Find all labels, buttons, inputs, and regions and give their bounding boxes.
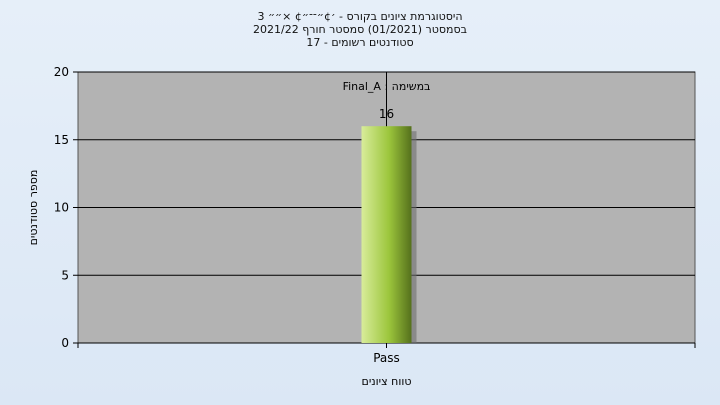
y-tick-label: 5 (61, 268, 69, 282)
y-tick-label: 0 (61, 336, 69, 350)
bar-data-label: 16 (379, 107, 394, 121)
y-axis-label: מספר סטודנטים (27, 170, 40, 246)
assignment-annotation: Final_A : במשימה (343, 80, 431, 93)
y-tick-label: 15 (54, 133, 69, 147)
y-tick-label: 20 (54, 65, 69, 79)
bar (362, 126, 412, 343)
y-tick-label: 10 (54, 201, 69, 215)
x-axis-label: טווח ציונים (362, 375, 412, 388)
x-tick-label: Pass (373, 351, 400, 365)
